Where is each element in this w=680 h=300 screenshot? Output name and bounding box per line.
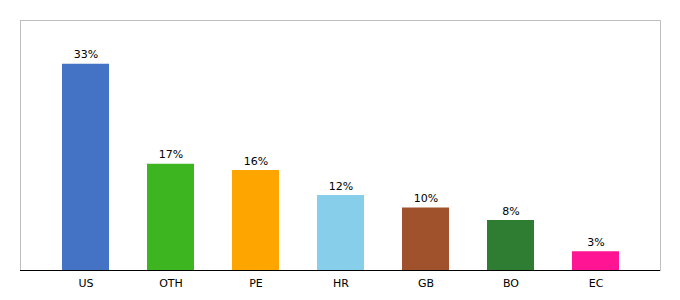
svg-text:10%: 10% bbox=[414, 192, 438, 205]
svg-text:33%: 33% bbox=[74, 48, 98, 61]
svg-text:16%: 16% bbox=[244, 155, 268, 168]
svg-text:3%: 3% bbox=[587, 236, 604, 249]
svg-text:BO: BO bbox=[503, 277, 519, 290]
svg-text:17%: 17% bbox=[159, 148, 183, 161]
svg-text:HR: HR bbox=[333, 277, 349, 290]
svg-text:GB: GB bbox=[418, 277, 434, 290]
svg-text:OTH: OTH bbox=[159, 277, 183, 290]
svg-text:US: US bbox=[78, 277, 93, 290]
svg-text:EC: EC bbox=[589, 277, 604, 290]
svg-text:PE: PE bbox=[249, 277, 263, 290]
svg-text:8%: 8% bbox=[502, 205, 519, 218]
svg-text:12%: 12% bbox=[329, 180, 353, 193]
